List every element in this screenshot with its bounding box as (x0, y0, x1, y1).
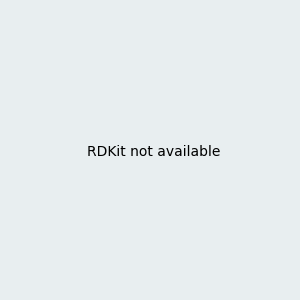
Text: RDKit not available: RDKit not available (87, 145, 220, 158)
